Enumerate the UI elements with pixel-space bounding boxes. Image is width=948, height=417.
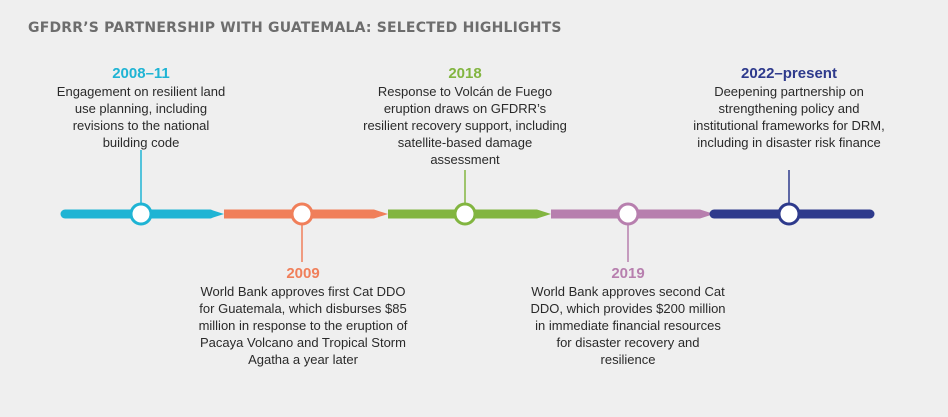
chevron-purple	[700, 209, 714, 219]
event-year: 2018	[448, 65, 482, 82]
marker-2009	[290, 202, 314, 226]
event-year: 2008–11	[112, 65, 170, 82]
marker-2019	[616, 202, 640, 226]
event-text: Engagement on resilient land use plannin…	[56, 84, 226, 150]
page-title: GFDRR’S PARTNERSHIP WITH GUATEMALA: SELE…	[28, 20, 562, 36]
event-text: Response to Volcán de Fuego eruption dra…	[363, 84, 567, 167]
event-year: 2022–present	[741, 65, 837, 82]
event-text: Deepening partnership on strengthening p…	[693, 84, 885, 150]
event-year: 2009	[286, 265, 320, 282]
marker-2008	[129, 202, 153, 226]
event-2008: 2008–11 Engagement on resilient land use…	[56, 64, 226, 151]
marker-2018	[453, 202, 477, 226]
chevron-orange	[374, 209, 388, 219]
marker-2022	[777, 202, 801, 226]
event-year: 2019	[611, 265, 645, 282]
event-2019: 2019 World Bank approves second Cat DDO,…	[530, 264, 726, 368]
event-2018: 2018 Response to Volcán de Fuego eruptio…	[362, 64, 568, 168]
chevron-green	[537, 209, 551, 219]
chevron-cyan	[210, 209, 224, 219]
event-2022: 2022–present Deepening partnership on st…	[690, 64, 888, 151]
event-text: World Bank approves second Cat DDO, whic…	[530, 284, 726, 367]
event-2009: 2009 World Bank approves first Cat DDO f…	[198, 264, 408, 368]
event-text: World Bank approves first Cat DDO for Gu…	[198, 284, 408, 367]
